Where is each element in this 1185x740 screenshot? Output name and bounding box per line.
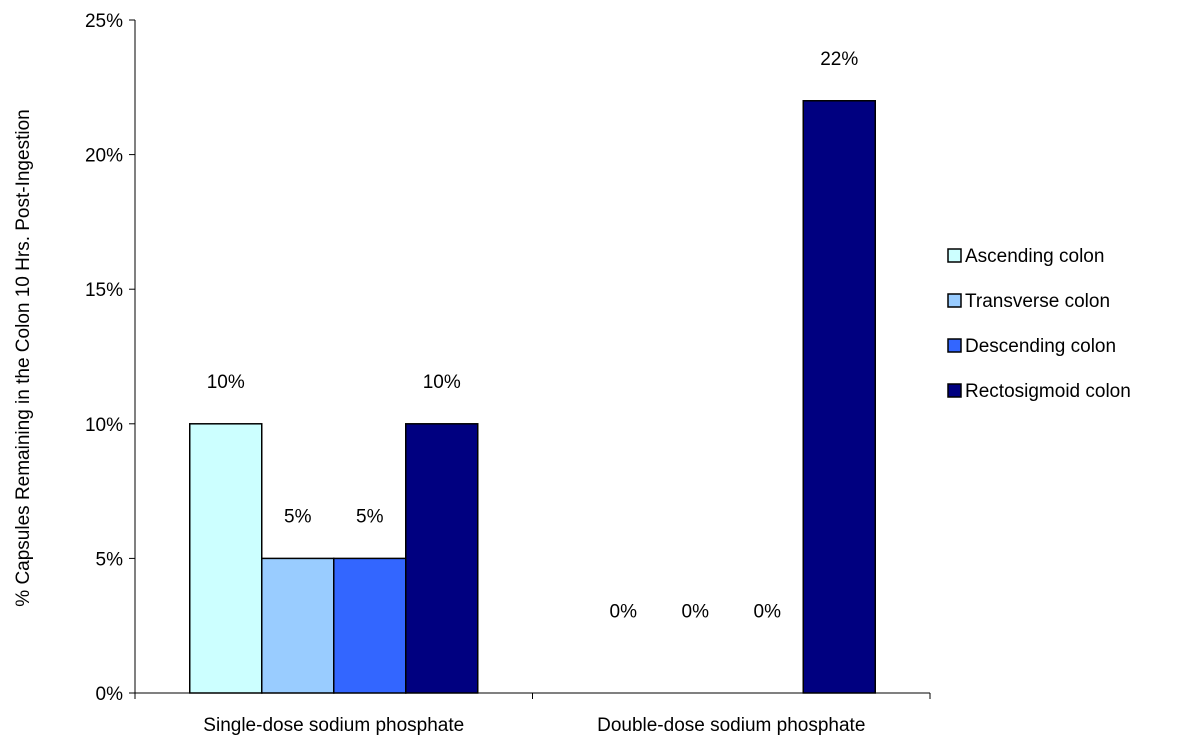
legend-label: Transverse colon	[965, 291, 1110, 312]
y-tick-label: 25%	[85, 11, 123, 32]
legend-label: Descending colon	[965, 336, 1116, 357]
bar	[261, 557, 335, 694]
legend: Ascending colon Transverse colon Descendin…	[947, 246, 1131, 402]
y-tick-label: 10%	[85, 415, 123, 436]
bar	[802, 100, 876, 694]
bar	[189, 423, 263, 694]
y-tick-label: 15%	[85, 280, 123, 301]
y-tick-label: 20%	[85, 146, 123, 167]
data-label: 22%	[820, 49, 858, 70]
data-label: 10%	[207, 372, 245, 393]
legend-label: Rectosigmoid colon	[965, 381, 1131, 402]
legend-swatch	[947, 338, 962, 353]
data-label: 5%	[284, 506, 312, 527]
y-tick-label: 5%	[96, 549, 124, 570]
legend-swatch	[947, 293, 962, 308]
x-category-label: Single-dose sodium phosphate	[203, 715, 464, 736]
legend-swatch	[947, 248, 962, 263]
legend-swatch	[947, 383, 962, 398]
legend-label: Ascending colon	[965, 246, 1104, 267]
x-category-label: Double-dose sodium phosphate	[597, 715, 865, 736]
data-label: 0%	[610, 602, 638, 623]
y-tick-label: 0%	[96, 684, 124, 705]
data-label: 0%	[754, 602, 782, 623]
bar	[333, 557, 407, 694]
bar	[405, 423, 479, 694]
data-label: 10%	[423, 372, 461, 393]
plot-area: 0% 5% 10% 15% 20% 25% 10% 5% 5% 10% Single-dose so…	[85, 11, 931, 736]
y-axis-title: % Capsules Remaining in the Colon 10 Hrs…	[13, 109, 34, 606]
data-label: 5%	[356, 506, 384, 527]
data-label: 0%	[682, 602, 710, 623]
